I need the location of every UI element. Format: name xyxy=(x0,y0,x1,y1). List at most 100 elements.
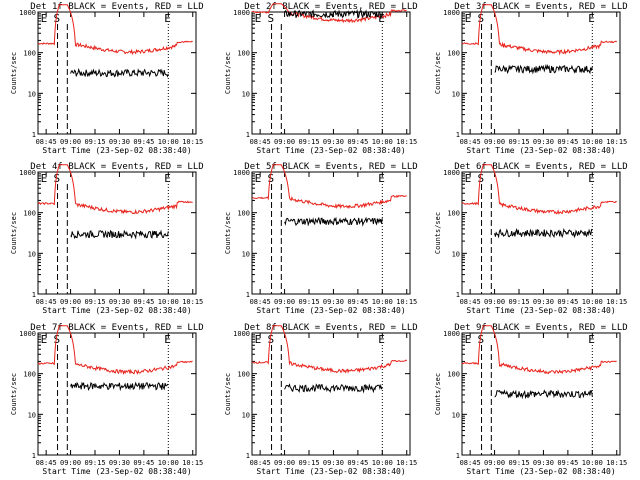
y-tick-label: 100 xyxy=(447,210,460,218)
y-tick-label: 1000 xyxy=(19,169,36,177)
x-tick-label: 08:45 xyxy=(250,138,271,146)
event-marker-e: E xyxy=(588,12,595,25)
chart-title: Det 4f BLACK = Events, RED = LLD xyxy=(30,162,203,172)
x-tick-label: 09:15 xyxy=(508,138,529,146)
series-lld-line xyxy=(37,325,193,375)
plot-frame xyxy=(251,332,411,456)
x-axis-label: Start Time (23-Sep-02 08:38:40) xyxy=(42,467,191,476)
event-marker-s: S xyxy=(478,172,485,185)
x-tick-label: 10:00 xyxy=(582,138,603,146)
y-axis-label: Counts/sec xyxy=(224,373,232,415)
chart-title: Det 2f BLACK = Events, RED = LLD xyxy=(244,2,417,12)
y-axis-label: Counts/sec xyxy=(10,212,18,254)
y-tick-label: 10 xyxy=(452,90,460,98)
x-tick-label: 10:00 xyxy=(372,459,393,467)
x-tick-label: 09:00 xyxy=(484,459,505,467)
x-tick-label: 09:15 xyxy=(298,138,319,146)
y-tick-label: 1000 xyxy=(19,330,36,338)
series-lld-line xyxy=(37,4,193,56)
series-events-line xyxy=(494,63,593,75)
x-tick-label: 09:15 xyxy=(298,459,319,467)
series-events-line xyxy=(284,383,383,394)
event-marker-s: S xyxy=(268,172,275,185)
event-marker-e: E xyxy=(588,333,595,346)
y-axis-label: Counts/sec xyxy=(10,373,18,415)
event-marker-e: E xyxy=(255,333,262,346)
x-axis-label: Start Time (23-Sep-02 08:38:40) xyxy=(42,146,191,155)
x-tick-label: 08:45 xyxy=(460,138,481,146)
x-tick-label: 09:30 xyxy=(323,138,344,146)
event-marker-e: E xyxy=(378,333,385,346)
x-tick-label: 09:00 xyxy=(274,298,295,306)
series-events-line xyxy=(494,227,593,239)
x-tick-label: 10:15 xyxy=(606,298,627,306)
event-marker-e: E xyxy=(255,12,262,25)
x-tick-label: 09:15 xyxy=(84,459,105,467)
x-tick-label: 08:45 xyxy=(250,298,271,306)
event-marker-e: E xyxy=(378,172,385,185)
y-axis-label: Counts/sec xyxy=(434,212,442,254)
x-tick-label: 09:45 xyxy=(133,459,154,467)
x-axis-label: Start Time (23-Sep-02 08:38:40) xyxy=(256,146,405,155)
y-axis-label: Counts/sec xyxy=(224,52,232,94)
y-tick-label: 1000 xyxy=(233,330,250,338)
x-tick-label: 09:00 xyxy=(484,298,505,306)
x-tick-label: 08:45 xyxy=(36,459,57,467)
series-events-line xyxy=(70,381,169,392)
plot-frame xyxy=(461,11,621,135)
x-tick-label: 09:00 xyxy=(60,459,81,467)
series-lld-line xyxy=(461,325,617,375)
event-marker-e: E xyxy=(164,333,171,346)
x-tick-label: 09:00 xyxy=(60,298,81,306)
y-tick-label: 1000 xyxy=(233,169,250,177)
x-tick-label: 09:30 xyxy=(533,459,554,467)
y-tick-label: 100 xyxy=(237,50,250,58)
y-tick-label: 10 xyxy=(28,90,36,98)
x-axis-label: Start Time (23-Sep-02 08:38:40) xyxy=(42,306,191,315)
y-axis-label: Counts/sec xyxy=(434,52,442,94)
x-tick-label: 10:00 xyxy=(372,298,393,306)
x-tick-label: 09:45 xyxy=(557,459,578,467)
y-tick-label: 1 xyxy=(32,131,36,139)
x-tick-label: 10:15 xyxy=(396,459,417,467)
x-tick-label: 09:15 xyxy=(508,459,529,467)
y-axis-label: Counts/sec xyxy=(434,373,442,415)
x-tick-label: 10:00 xyxy=(582,298,603,306)
x-tick-label: 10:00 xyxy=(158,298,179,306)
x-tick-label: 10:00 xyxy=(582,459,603,467)
series-events-line xyxy=(284,9,383,20)
event-marker-e: E xyxy=(465,172,472,185)
x-axis-label: Start Time (23-Sep-02 08:38:40) xyxy=(256,467,405,476)
series-events-line xyxy=(70,67,169,78)
plot-frame xyxy=(461,171,621,295)
x-tick-label: 09:00 xyxy=(484,138,505,146)
y-tick-label: 100 xyxy=(447,371,460,379)
y-tick-label: 100 xyxy=(237,210,250,218)
event-marker-e: E xyxy=(465,12,472,25)
y-tick-label: 10 xyxy=(452,250,460,258)
plot-frame xyxy=(251,11,411,135)
series-lld-line xyxy=(251,164,407,210)
x-tick-label: 10:15 xyxy=(182,459,203,467)
chart-title: Det 1f BLACK = Events, RED = LLD xyxy=(30,2,203,12)
x-tick-label: 09:30 xyxy=(109,459,130,467)
y-tick-label: 100 xyxy=(237,371,250,379)
event-marker-e: E xyxy=(255,172,262,185)
x-tick-label: 09:45 xyxy=(347,459,368,467)
y-tick-label: 10 xyxy=(242,90,250,98)
x-tick-label: 09:45 xyxy=(133,138,154,146)
series-lld-line xyxy=(37,164,193,215)
x-tick-label: 10:15 xyxy=(396,298,417,306)
x-tick-label: 08:45 xyxy=(460,298,481,306)
chart-title: Det 7f BLACK = Events, RED = LLD xyxy=(30,323,203,333)
y-tick-label: 1 xyxy=(32,291,36,299)
y-tick-label: 1 xyxy=(32,452,36,460)
event-marker-s: S xyxy=(268,12,275,25)
